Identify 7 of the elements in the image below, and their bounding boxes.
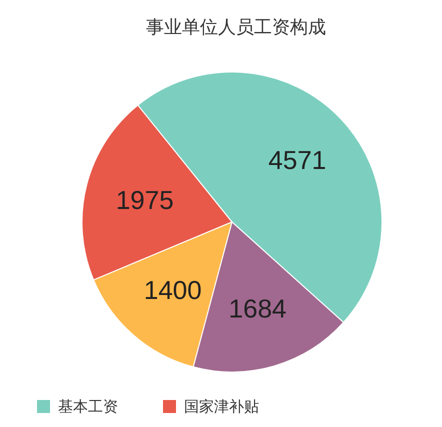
data-label: 1684 (228, 293, 287, 324)
data-label: 4571 (268, 145, 326, 176)
legend-label: 基本工资 (58, 398, 118, 416)
legend-label: 国家津补贴 (184, 398, 259, 416)
data-label: 1400 (144, 274, 202, 305)
data-label: 1975 (116, 184, 174, 215)
chart-title: 事业单位人员工资构成 (146, 17, 326, 37)
